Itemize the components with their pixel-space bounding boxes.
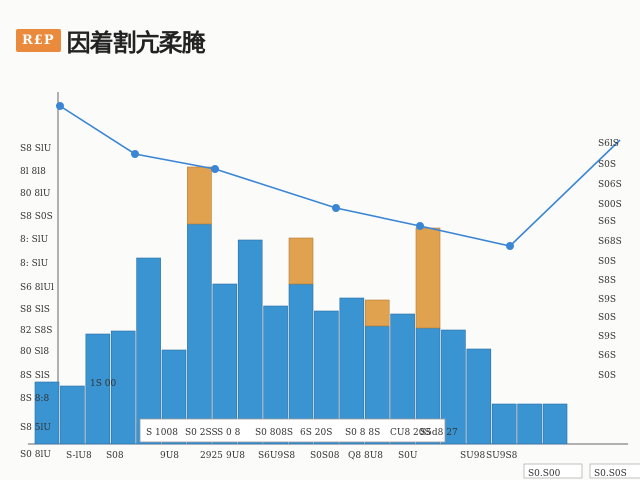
y-tick-left-13: S8 SlU: [20, 144, 52, 154]
chart-header: R£P 因着割亢柔腌: [16, 26, 206, 57]
y-tick-left-2: 8S 8:8: [20, 394, 50, 404]
annotation-label-5: S0 8 8S: [345, 428, 380, 438]
x-category-label-10: SU9S8: [486, 451, 518, 461]
y-tick-right-9: S0S: [598, 313, 616, 323]
annotation-box: [139, 418, 446, 443]
annotation-label-7: S5d8 27: [420, 428, 458, 438]
annotation-label-2: S 0 8: [217, 428, 241, 438]
x-category-label-2: 9U8: [160, 451, 179, 461]
bar-blue-7: [212, 283, 238, 445]
bar-orange-15: [415, 227, 441, 329]
y-tick-right-6: S0S: [598, 257, 616, 267]
y-tick-left-12: 8l 8l8: [20, 167, 46, 177]
y-tick-right-3: S00S: [598, 200, 622, 210]
bar-blue-8: [237, 239, 263, 445]
x-category-label-1: S08: [106, 451, 124, 461]
y-tick-left-6: S8 SlS: [20, 305, 50, 315]
y-tick-right-5: S68S: [598, 237, 622, 247]
y-tick-left-7: S6 8lUl: [20, 283, 54, 293]
y-tick-left-9: 8: SlU: [20, 235, 49, 245]
y-tick-right-10: S9S: [598, 332, 616, 342]
y-tick-left-8: 8: SlU: [20, 259, 49, 269]
line-point-1: [131, 150, 139, 158]
x-category-label-3: 2925: [200, 451, 223, 461]
annotation-label-0: S 1008: [146, 428, 178, 438]
bar-blue-17: [466, 348, 492, 445]
x-category-label-5: S6U9S8: [258, 451, 295, 461]
x-category-label-7: Q8 8U8: [348, 451, 383, 461]
y-tick-right-8: S9S: [598, 295, 616, 305]
y-tick-left-4: 80 Sl8: [20, 347, 49, 357]
y-tick-left-10: S8 S0S: [20, 212, 53, 222]
line-series: [59, 105, 621, 247]
line-point-4: [416, 222, 424, 230]
annotation-label-4: 6S 20S: [300, 428, 332, 438]
y-tick-left-0: S0 8lU: [20, 450, 51, 460]
x-category-label-0: S-lU8: [66, 451, 92, 461]
brand-badge: R£P: [16, 28, 61, 52]
y-tick-right-0: S6lS: [598, 139, 619, 149]
y-tick-left-1: S8 5lU: [20, 423, 51, 433]
bar-blue-18: [491, 403, 517, 445]
line-point-3: [332, 204, 340, 212]
line-point-0: [56, 102, 64, 110]
y-tick-right-11: S6S: [598, 351, 616, 361]
bar-blue-4: [136, 257, 161, 445]
x-category-label-6: S0S08: [310, 451, 340, 461]
y-tick-left-11: 80 8lU: [20, 189, 51, 199]
annotation-label-6: CU8 20S: [390, 428, 431, 438]
bar-blue-6: [187, 223, 212, 445]
bar-blue-0: [34, 381, 60, 445]
bar-blue-20: [542, 403, 568, 445]
chart-title: 因着割亢柔腌: [66, 28, 206, 57]
bar-blue-1: [60, 385, 85, 445]
bar-blue-2: [85, 333, 111, 445]
bar-orange-6: [187, 166, 212, 225]
line-point-5: [506, 242, 514, 250]
bar-blue-19: [517, 403, 542, 445]
y-tick-right-12: S0S: [598, 371, 616, 381]
x-category-label-9: SU98: [460, 451, 485, 461]
corner-label-1: S0.S00: [528, 469, 561, 479]
annotation-label-3: S0 808S: [255, 428, 293, 438]
y-tick-left-5: 82 S8S: [20, 326, 52, 336]
bar-orange-10: [288, 237, 314, 285]
bar-blue-3: [110, 330, 136, 445]
bar-orange-13: [364, 299, 390, 327]
x-category-label-4: 9U8: [226, 451, 245, 461]
corner-label-2: S0.S0S: [594, 469, 627, 479]
corner-box-2: [589, 463, 640, 479]
y-tick-right-2: S06S: [598, 180, 622, 190]
line-point-2: [211, 165, 219, 173]
x-category-label-8: S0U: [398, 451, 418, 461]
bar-blue-10: [288, 283, 314, 445]
y-tick-left-3: 8S SlS: [20, 371, 50, 381]
corner-label-0: 1S 00: [90, 379, 116, 389]
y-tick-right-4: S6S: [598, 217, 616, 227]
y-tick-right-7: S8S: [598, 276, 616, 286]
annotation-label-1: S0 2SS: [185, 428, 218, 438]
y-tick-right-1: S0S: [598, 160, 616, 170]
corner-box-1: [523, 463, 583, 479]
